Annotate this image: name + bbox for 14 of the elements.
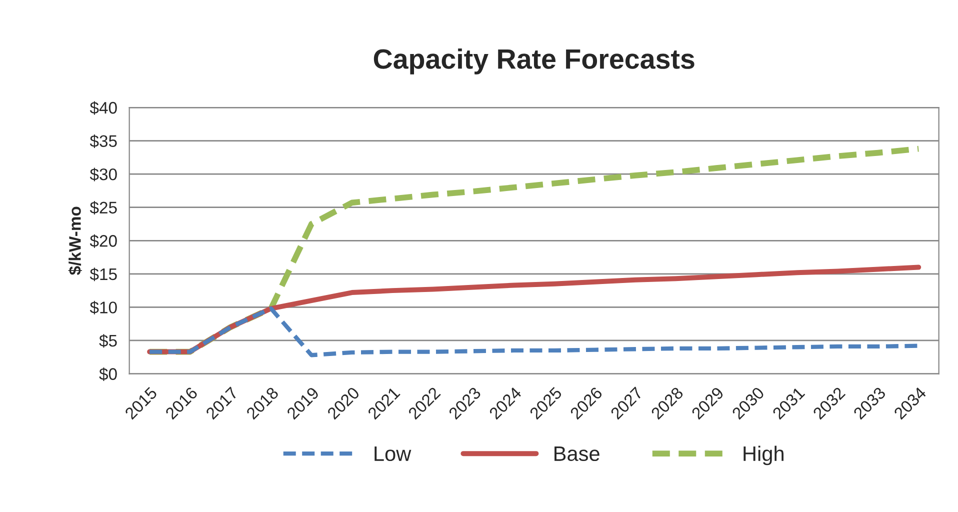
y-tick-label: $35 <box>90 134 117 148</box>
y-axis-title: $/kW-mo <box>68 206 82 275</box>
y-tick-label: $10 <box>90 300 117 314</box>
chart-title: Capacity Rate Forecasts <box>374 48 694 74</box>
y-tick-label: $5 <box>99 334 117 348</box>
legend-label: Base <box>554 446 600 462</box>
legend-label: Low <box>374 446 412 462</box>
y-tick-label: $15 <box>90 268 117 282</box>
y-tick-label: $20 <box>90 234 117 248</box>
y-tick-label: $40 <box>90 101 117 115</box>
y-tick-label: $30 <box>90 168 117 182</box>
legend-label: High <box>744 446 784 466</box>
y-tick-label: $25 <box>90 201 117 215</box>
y-tick-label: $0 <box>99 367 117 381</box>
